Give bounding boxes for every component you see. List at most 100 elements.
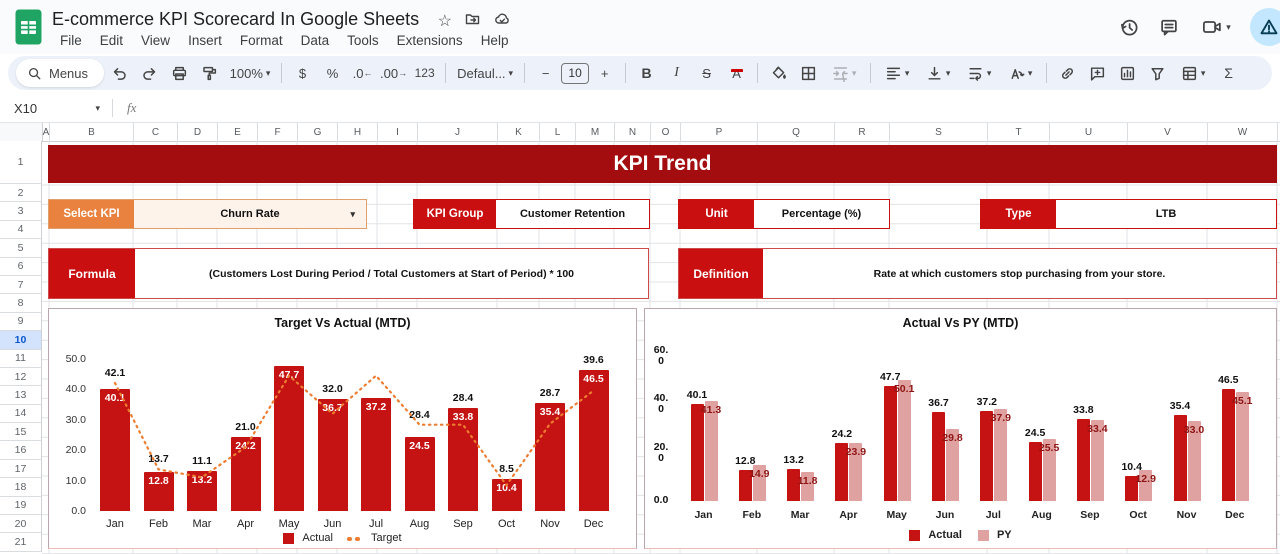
column-header-M[interactable]: M [576, 123, 615, 141]
menu-data[interactable]: Data [300, 32, 330, 48]
italic-button[interactable]: I [674, 65, 679, 80]
decrease-font-size-button[interactable]: − [541, 65, 550, 81]
unit-field[interactable]: Unit Percentage (%) [678, 199, 890, 229]
meet-caret-icon[interactable]: ▾ [1226, 21, 1231, 32]
column-header-G[interactable]: G [298, 123, 338, 141]
functions-button[interactable]: Σ [1224, 65, 1233, 81]
menu-edit[interactable]: Edit [99, 32, 124, 48]
row-header-21[interactable]: 21 [0, 533, 42, 552]
row-header-9[interactable]: 9 [0, 312, 42, 332]
move-folder-icon[interactable] [464, 11, 481, 27]
version-history-icon[interactable] [1116, 14, 1142, 40]
row-header-1[interactable]: 1 [0, 141, 42, 184]
name-box[interactable]: X10 ▾ [0, 101, 106, 116]
row-header-7[interactable]: 7 [0, 275, 42, 295]
undo-icon[interactable] [105, 60, 134, 86]
column-header-I[interactable]: I [378, 123, 418, 141]
column-header-P[interactable]: P [681, 123, 758, 141]
menu-view[interactable]: View [141, 32, 171, 48]
column-header-W[interactable]: W [1208, 123, 1278, 141]
decrease-decimal-button[interactable]: .0 ← [348, 60, 377, 86]
formula-field[interactable]: Formula (Customers Lost During Period / … [48, 248, 649, 299]
definition-field[interactable]: Definition Rate at which customers stop … [678, 248, 1277, 299]
column-header-U[interactable]: U [1050, 123, 1128, 141]
column-header-R[interactable]: R [835, 123, 890, 141]
increase-font-size-button[interactable]: + [600, 65, 609, 81]
comments-icon[interactable] [1156, 14, 1182, 40]
horizontal-align-icon[interactable]: ▾ [877, 60, 917, 86]
column-header-K[interactable]: K [498, 123, 540, 141]
insert-link-icon[interactable] [1053, 60, 1082, 86]
row-header-17[interactable]: 17 [0, 459, 42, 479]
kpi-group-field[interactable]: KPI Group Customer Retention [413, 199, 650, 229]
increase-decimal-button[interactable]: .00 → [378, 60, 409, 86]
sheet-grid[interactable]: 1 2 3 4 5 6 7 8 9 10 11 12 13 14 15 16 17 18 19 20 21 KPI Tr… [0, 141, 1280, 554]
menus-search-button[interactable]: Menus [16, 59, 105, 87]
star-icon[interactable]: ☆ [437, 12, 452, 30]
column-header-L[interactable]: L [540, 123, 576, 141]
alert-button[interactable] [1250, 8, 1280, 46]
print-icon[interactable] [165, 60, 194, 86]
text-rotation-icon[interactable]: ▾ [1000, 60, 1040, 86]
column-header-A[interactable]: A [43, 123, 50, 141]
row-header-11[interactable]: 11 [0, 349, 42, 368]
document-title[interactable]: E-commerce KPI Scorecard In Google Sheet… [52, 9, 420, 29]
type-field[interactable]: Type LTB [980, 199, 1277, 229]
row-header-20[interactable]: 20 [0, 515, 42, 534]
menu-extensions[interactable]: Extensions [396, 32, 463, 48]
filter-views-icon[interactable]: ▾ [1173, 60, 1213, 86]
format-currency-button[interactable]: $ [298, 65, 307, 81]
row-header-18[interactable]: 18 [0, 478, 42, 497]
borders-icon[interactable] [794, 60, 823, 86]
column-header-J[interactable]: J [418, 123, 498, 141]
fill-color-icon[interactable] [764, 60, 793, 86]
column-header-H[interactable]: H [338, 123, 378, 141]
row-header-14[interactable]: 14 [0, 404, 42, 424]
row-header-8[interactable]: 8 [0, 294, 42, 313]
column-header-B[interactable]: B [50, 123, 134, 141]
font-size-input[interactable]: 10 [561, 62, 590, 84]
row-header-2[interactable]: 2 [0, 184, 42, 203]
text-wrap-icon[interactable]: ▾ [959, 60, 999, 86]
more-formats-button[interactable]: 123 [414, 66, 435, 80]
row-header-10[interactable]: 10 [0, 331, 42, 350]
menu-insert[interactable]: Insert [188, 32, 222, 48]
actual-vs-py-chart[interactable]: Actual Vs PY (MTD) Actual PY 0.0 20. 0 40.… [644, 308, 1277, 549]
cloud-status-icon[interactable] [493, 11, 511, 27]
formula-input[interactable] [136, 94, 1280, 122]
filter-icon[interactable] [1143, 60, 1172, 86]
bold-button[interactable]: B [641, 65, 652, 81]
redo-icon[interactable] [135, 60, 164, 86]
column-header-S[interactable]: S [890, 123, 988, 141]
row-header-12[interactable]: 12 [0, 367, 42, 387]
kpi-trend-banner[interactable]: KPI Trend [48, 145, 1277, 183]
text-color-button[interactable]: A [722, 60, 751, 86]
select-all-corner[interactable] [0, 123, 43, 141]
menu-tools[interactable]: Tools [347, 32, 379, 48]
select-kpi-dropdown[interactable]: Churn Rate ▾ [134, 200, 366, 228]
menu-help[interactable]: Help [480, 32, 509, 48]
row-header-15[interactable]: 15 [0, 423, 42, 442]
row-header-16[interactable]: 16 [0, 441, 42, 460]
menu-file[interactable]: File [60, 32, 82, 48]
menu-format[interactable]: Format [239, 32, 283, 48]
column-header-D[interactable]: D [178, 123, 218, 141]
row-header-6[interactable]: 6 [0, 257, 42, 276]
sheets-logo-icon[interactable] [15, 9, 42, 45]
row-header-5[interactable]: 5 [0, 239, 42, 258]
insert-chart-icon[interactable] [1113, 60, 1142, 86]
column-header-Q[interactable]: Q [758, 123, 835, 141]
format-percent-button[interactable]: % [326, 65, 339, 81]
row-header-19[interactable]: 19 [0, 496, 42, 516]
meet-camera-icon[interactable]: ▾ [1196, 14, 1236, 40]
vertical-align-icon[interactable]: ▾ [918, 60, 958, 86]
column-header-F[interactable]: F [258, 123, 298, 141]
target-vs-actual-chart[interactable]: Target Vs Actual (MTD) Actual Target 0.0… [48, 308, 637, 549]
font-family-select[interactable]: Defaul... ▾ [452, 60, 518, 86]
column-header-N[interactable]: N [615, 123, 651, 141]
column-header-V[interactable]: V [1128, 123, 1208, 141]
row-header-3[interactable]: 3 [0, 202, 42, 221]
paint-format-icon[interactable] [195, 60, 224, 86]
column-header-C[interactable]: C [134, 123, 178, 141]
insert-comment-icon[interactable] [1083, 60, 1112, 86]
